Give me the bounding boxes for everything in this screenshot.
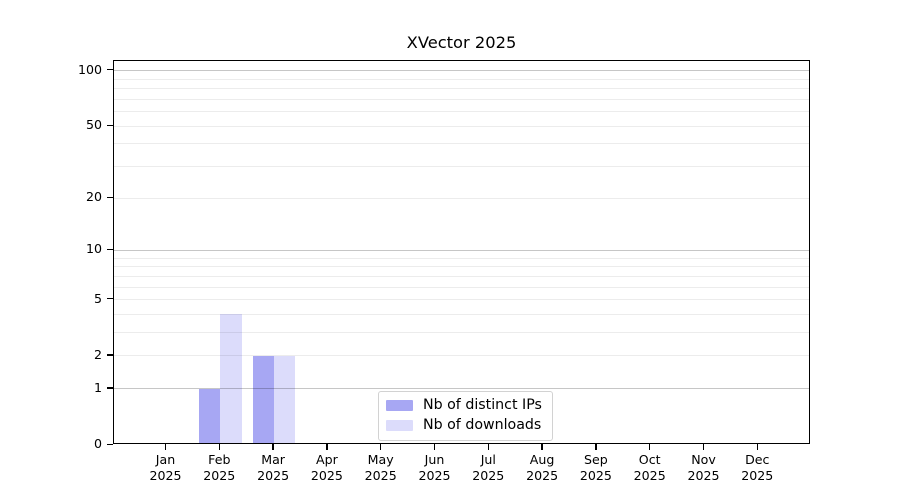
bar-mar-distinct-ips <box>252 355 275 444</box>
gridline-minor <box>114 286 809 288</box>
x-tick-mark <box>433 444 436 450</box>
y-tick-mark <box>106 248 113 251</box>
legend-swatch-downloads-icon <box>386 419 413 431</box>
y-tick-label: 10 <box>85 241 102 257</box>
plot-area: Nb of distinct IPs Nb of downloads <box>113 60 810 444</box>
x-tick-label: Nov 2025 <box>687 451 720 484</box>
gridline-minor <box>114 299 809 301</box>
legend-swatch-distinct-ips-icon <box>386 400 413 412</box>
y-tick-label: 1 <box>93 379 102 395</box>
gridline-minor <box>114 165 809 167</box>
x-tick-mark <box>595 444 597 450</box>
x-tick-mark <box>272 444 274 450</box>
x-tick-mark <box>380 444 382 450</box>
y-tick-mark <box>106 354 113 356</box>
y-tick-label: 20 <box>85 189 102 204</box>
gridline-minor <box>114 266 809 268</box>
gridline-minor <box>114 111 809 112</box>
x-tick-mark <box>649 444 651 450</box>
x-tick-mark <box>487 444 489 450</box>
x-tick-mark <box>541 444 543 450</box>
gridline-minor <box>114 355 809 357</box>
gridline-minor <box>114 98 809 100</box>
y-tick-label: 2 <box>93 346 102 362</box>
x-tick-label: Sep 2025 <box>579 451 612 484</box>
gridline-minor <box>114 87 809 89</box>
gridline-minor <box>114 143 809 145</box>
x-tick-label: May 2025 <box>364 451 397 484</box>
gridline-minor <box>114 197 809 199</box>
gridline-major <box>114 70 809 72</box>
gridline-minor <box>114 332 809 334</box>
y-tick-label: 50 <box>85 117 102 133</box>
x-tick-label: Jun 2025 <box>418 451 451 484</box>
y-tick-mark <box>106 387 113 389</box>
y-tick-mark <box>106 298 113 300</box>
x-tick-mark <box>164 444 167 450</box>
y-tick-mark <box>106 196 113 198</box>
x-tick-mark <box>218 444 220 450</box>
legend-item-distinct-ips: Nb of distinct IPs <box>386 396 542 416</box>
legend: Nb of distinct IPs Nb of downloads <box>378 391 553 441</box>
gridline-minor <box>114 275 809 277</box>
gridline-minor <box>114 313 809 315</box>
x-tick-label: Jan 2025 <box>149 451 182 484</box>
x-tick-label: Feb 2025 <box>203 451 236 484</box>
x-tick-label: Oct 2025 <box>633 451 666 484</box>
y-tick-mark <box>106 443 113 445</box>
gridline-major <box>114 388 809 390</box>
bar-mar-downloads <box>274 355 296 444</box>
x-tick-mark <box>326 444 328 450</box>
x-tick-label: Apr 2025 <box>310 451 343 484</box>
x-tick-mark <box>702 444 705 450</box>
gridline-minor <box>114 257 809 259</box>
legend-item-downloads: Nb of downloads <box>386 416 542 436</box>
x-tick-label: Jul 2025 <box>472 451 505 484</box>
y-tick-label: 5 <box>93 290 102 306</box>
gridline-minor <box>114 125 809 127</box>
x-tick-label: Mar 2025 <box>257 451 290 484</box>
gridline-minor <box>114 78 809 80</box>
legend-label-downloads: Nb of downloads <box>423 416 542 433</box>
bar-feb-downloads <box>220 314 242 444</box>
chart-title: XVector 2025 <box>406 33 517 52</box>
y-tick-mark <box>106 124 113 126</box>
bar-feb-distinct-ips <box>198 388 221 444</box>
gridline-major <box>114 249 809 251</box>
x-tick-label: Dec 2025 <box>741 451 774 484</box>
y-tick-label: 0 <box>93 436 102 451</box>
y-tick-mark <box>106 69 113 71</box>
x-tick-label: Aug 2025 <box>526 451 559 484</box>
y-tick-label: 100 <box>77 61 102 77</box>
x-tick-mark <box>756 444 758 450</box>
legend-label-distinct-ips: Nb of distinct IPs <box>423 397 542 414</box>
